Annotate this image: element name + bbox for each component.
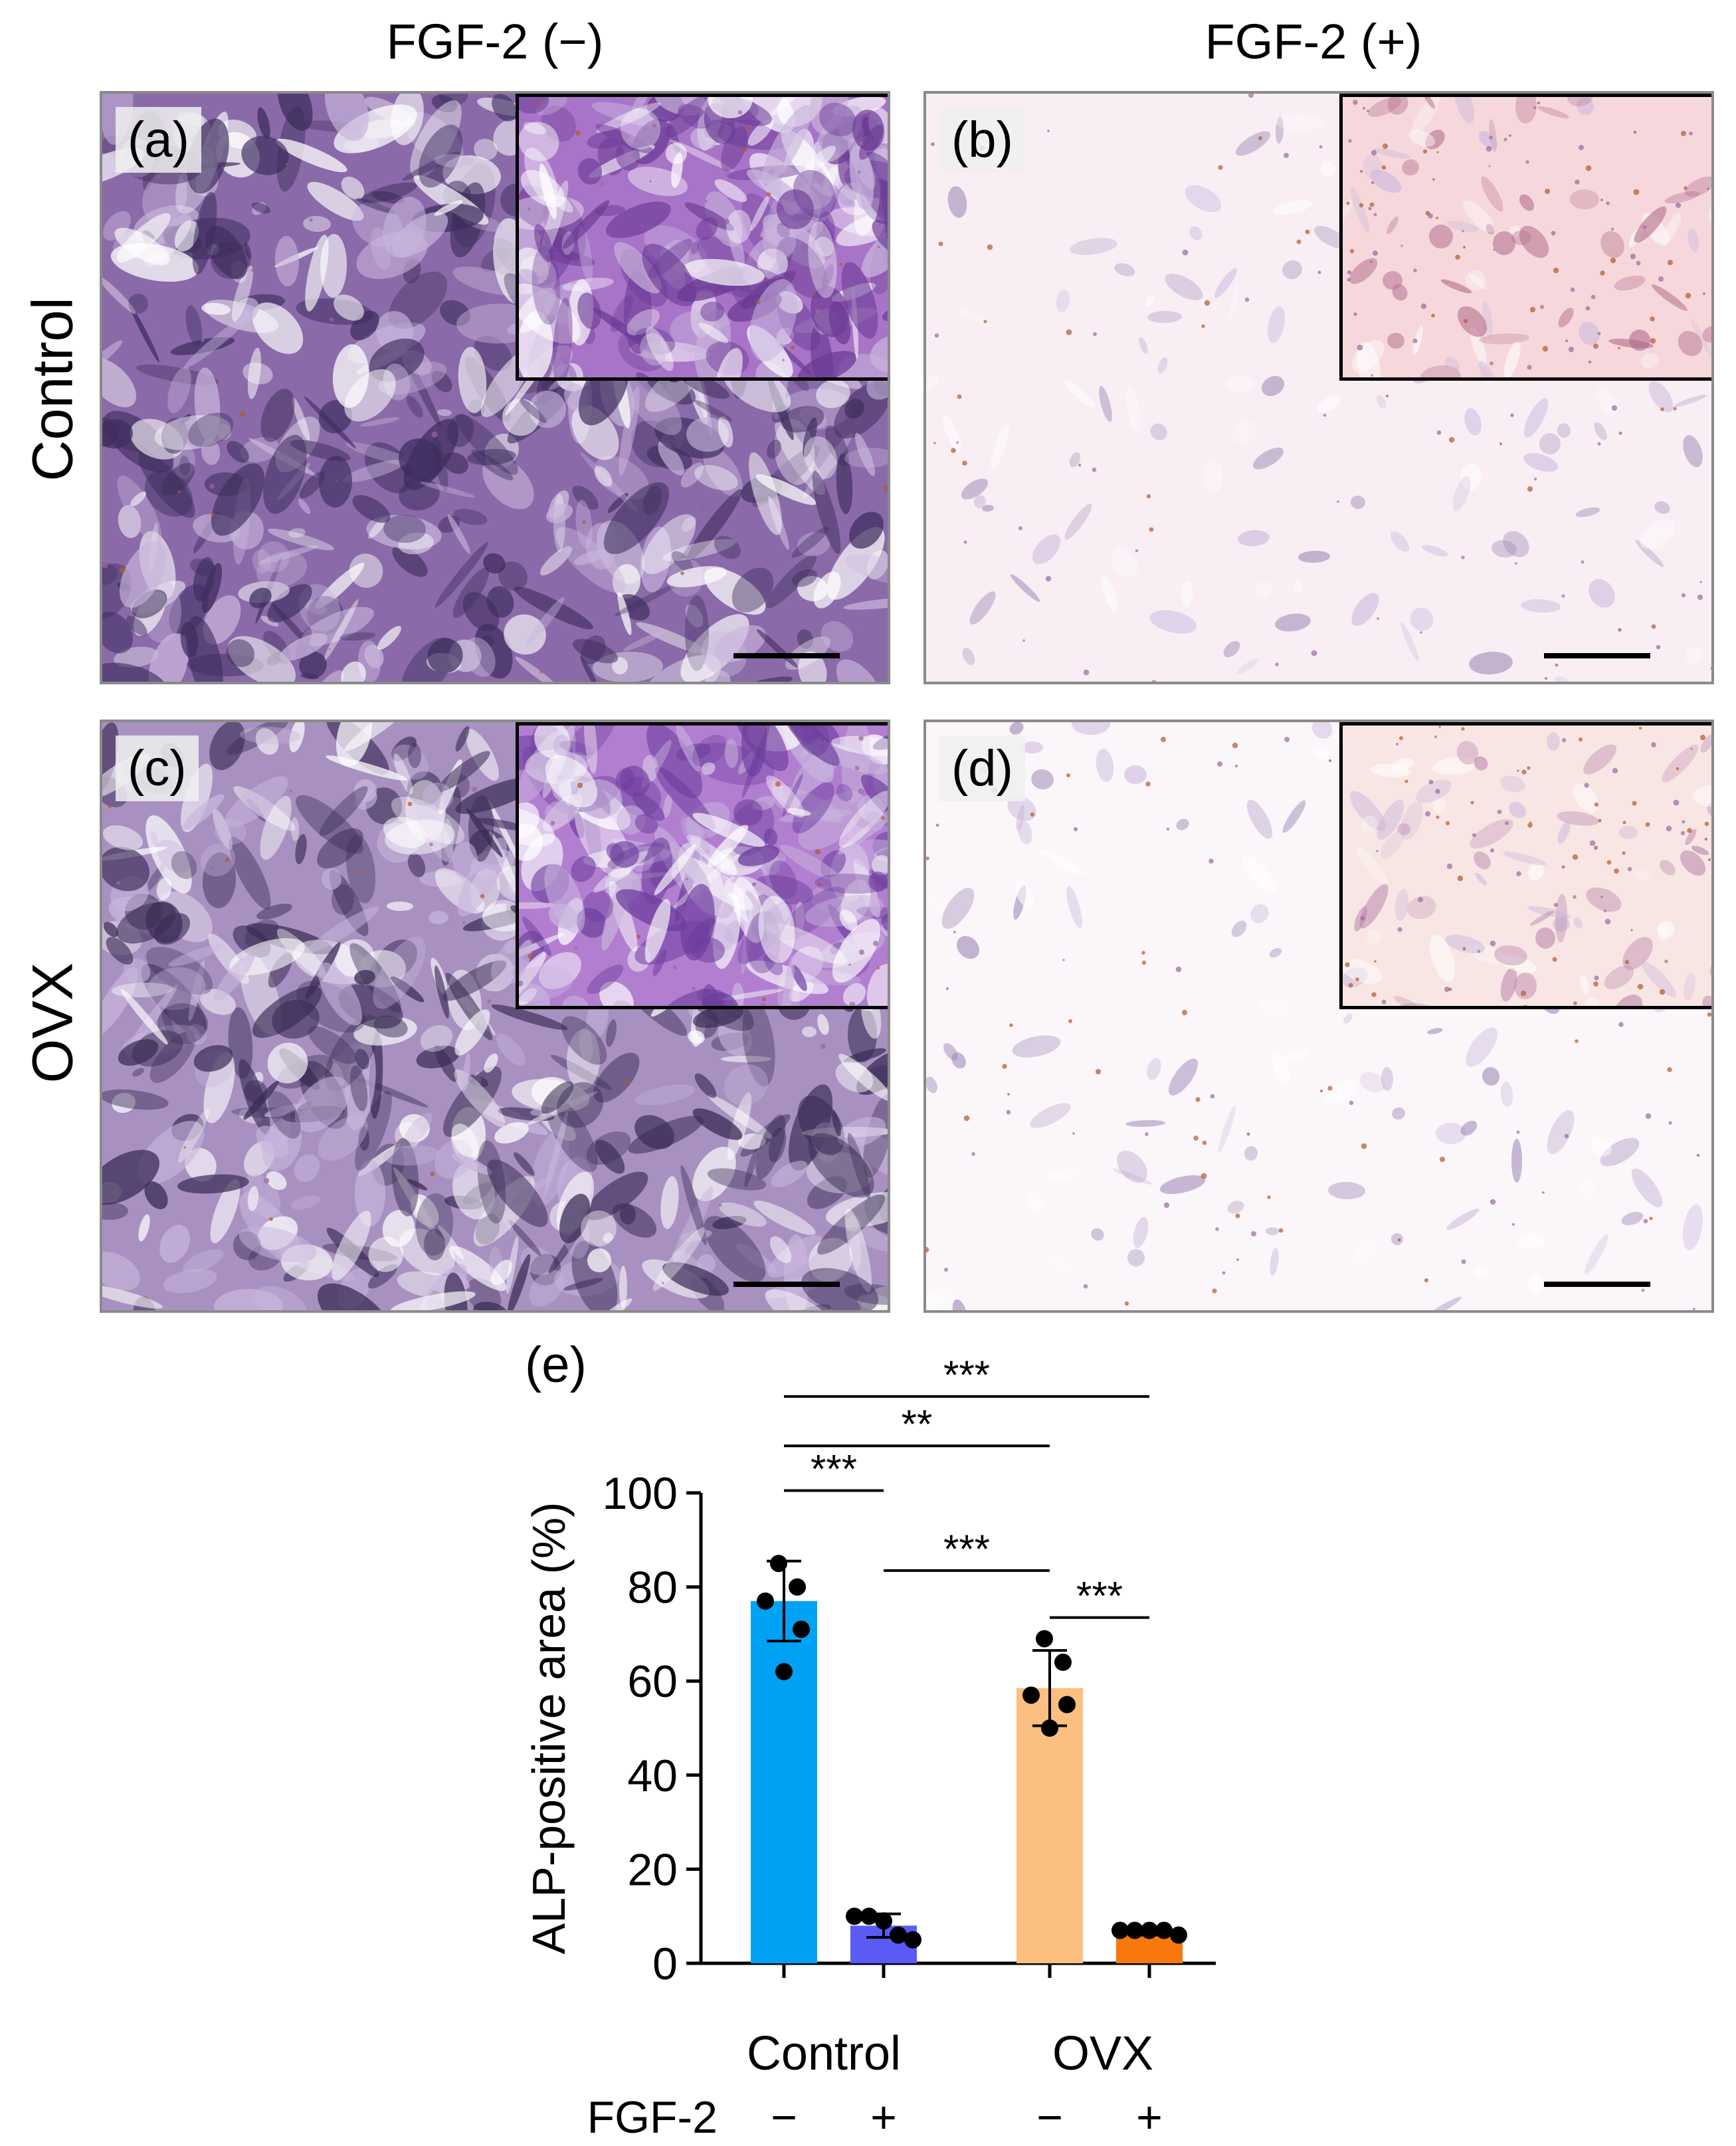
y-tick-label: 60 — [627, 1656, 678, 1707]
significance-label: *** — [943, 1353, 990, 1397]
data-point — [1036, 1630, 1053, 1648]
fgf2-level-label: + — [1136, 2092, 1163, 2143]
panel-label-e: (e) — [525, 1337, 587, 1393]
column-title-fgf2-minus: FGF-2 (−) — [386, 14, 604, 69]
data-point — [1111, 1921, 1129, 1939]
data-point — [793, 1620, 810, 1638]
data-point — [757, 1592, 774, 1610]
inset-magnified-d — [1339, 722, 1711, 1009]
micrograph-panel-d: (d) — [923, 720, 1714, 1313]
alp-bar-chart: (e) 0 20 40 60 80 100 ALP-positive area (%) − + − +… — [523, 1337, 1216, 2143]
y-tick-label: 20 — [627, 1844, 678, 1895]
micrograph-panel-a: (a) — [100, 91, 890, 684]
panel-label-d: (d) — [939, 735, 1025, 801]
data-point — [890, 1926, 907, 1944]
inset-magnified-b — [1339, 94, 1711, 381]
significance-label: *** — [1076, 1574, 1123, 1618]
data-point — [1058, 1696, 1076, 1713]
inset-magnified-c — [516, 722, 888, 1009]
data-point — [1141, 1921, 1158, 1939]
panel-label-a: (a) — [116, 107, 201, 173]
panel-label-c: (c) — [116, 735, 199, 801]
data-point — [1126, 1921, 1143, 1939]
significance-label: *** — [811, 1446, 857, 1491]
data-point — [1170, 1926, 1187, 1944]
inset-texture — [519, 726, 888, 1006]
data-point — [1054, 1653, 1072, 1671]
column-title-fgf2-plus: FGF-2 (+) — [1205, 14, 1422, 69]
data-point — [775, 1663, 793, 1681]
fgf2-row-label: FGF-2 — [587, 2092, 718, 2143]
scale-bar — [733, 653, 840, 658]
row-title-control: Control — [21, 297, 85, 482]
data-point — [789, 1578, 806, 1596]
row-title-ovx: OVX — [21, 962, 85, 1084]
data-point — [846, 1907, 863, 1925]
panel-label-b: (b) — [939, 107, 1025, 173]
data-point — [875, 1912, 892, 1930]
y-tick-label: 40 — [627, 1751, 678, 1801]
group-label-control: Control — [747, 2027, 901, 2080]
data-point — [1041, 1719, 1058, 1737]
micrograph-panel-c: (c) — [100, 720, 890, 1313]
inset-texture — [1343, 726, 1711, 1006]
y-tick-label: 0 — [652, 1939, 678, 1989]
y-axis-label: ALP-positive area (%) — [523, 1502, 575, 1955]
data-point — [904, 1931, 921, 1949]
inset-texture — [519, 97, 888, 377]
data-point — [1155, 1921, 1173, 1939]
y-tick-label: 80 — [627, 1563, 678, 1613]
fgf2-level-label: − — [771, 2092, 797, 2143]
scale-bar — [733, 1282, 840, 1287]
micrograph-panel-b: (b) — [923, 91, 1714, 684]
inset-magnified-a — [516, 94, 888, 381]
data-point — [770, 1555, 787, 1573]
group-label-ovx: OVX — [1052, 2027, 1153, 2080]
scale-bar — [1544, 653, 1650, 658]
fgf2-level-label: + — [870, 2092, 897, 2143]
significance-label: ** — [902, 1402, 933, 1446]
bar — [751, 1601, 817, 1963]
y-tick-label: 100 — [603, 1468, 678, 1519]
data-point — [860, 1907, 878, 1925]
fgf2-level-label: − — [1036, 2092, 1063, 2143]
inset-texture — [1343, 97, 1711, 377]
scale-bar — [1544, 1282, 1650, 1287]
significance-label: *** — [943, 1527, 990, 1571]
data-point — [1022, 1686, 1040, 1704]
